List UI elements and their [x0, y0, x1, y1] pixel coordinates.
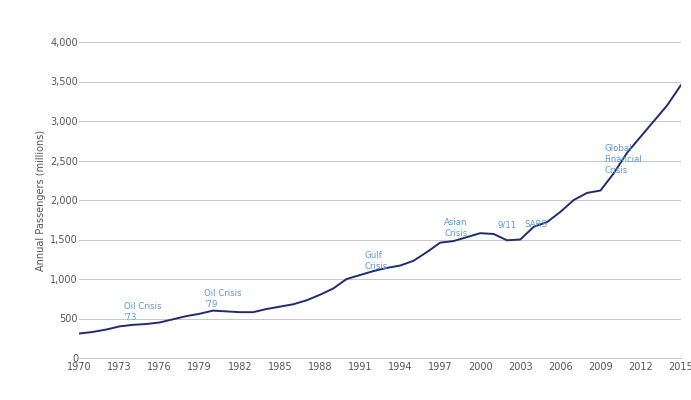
Text: Gulf
Crisis: Gulf Crisis	[364, 251, 387, 271]
Text: SARS: SARS	[524, 220, 547, 229]
Text: Asian
Crisis: Asian Crisis	[444, 218, 468, 238]
Text: Oil Crisis
'79: Oil Crisis '79	[204, 289, 241, 310]
Text: Oil Crisis
'73: Oil Crisis '73	[124, 302, 161, 322]
Text: Global
Financial
Crisis: Global Financial Crisis	[605, 144, 642, 175]
Y-axis label: Annual Passengers (millions): Annual Passengers (millions)	[36, 130, 46, 270]
Text: CHART 1: ANNUAL AIRLINE PASSENGER VOLUMES: CHART 1: ANNUAL AIRLINE PASSENGER VOLUME…	[8, 17, 376, 30]
Text: 9/11: 9/11	[498, 221, 517, 230]
